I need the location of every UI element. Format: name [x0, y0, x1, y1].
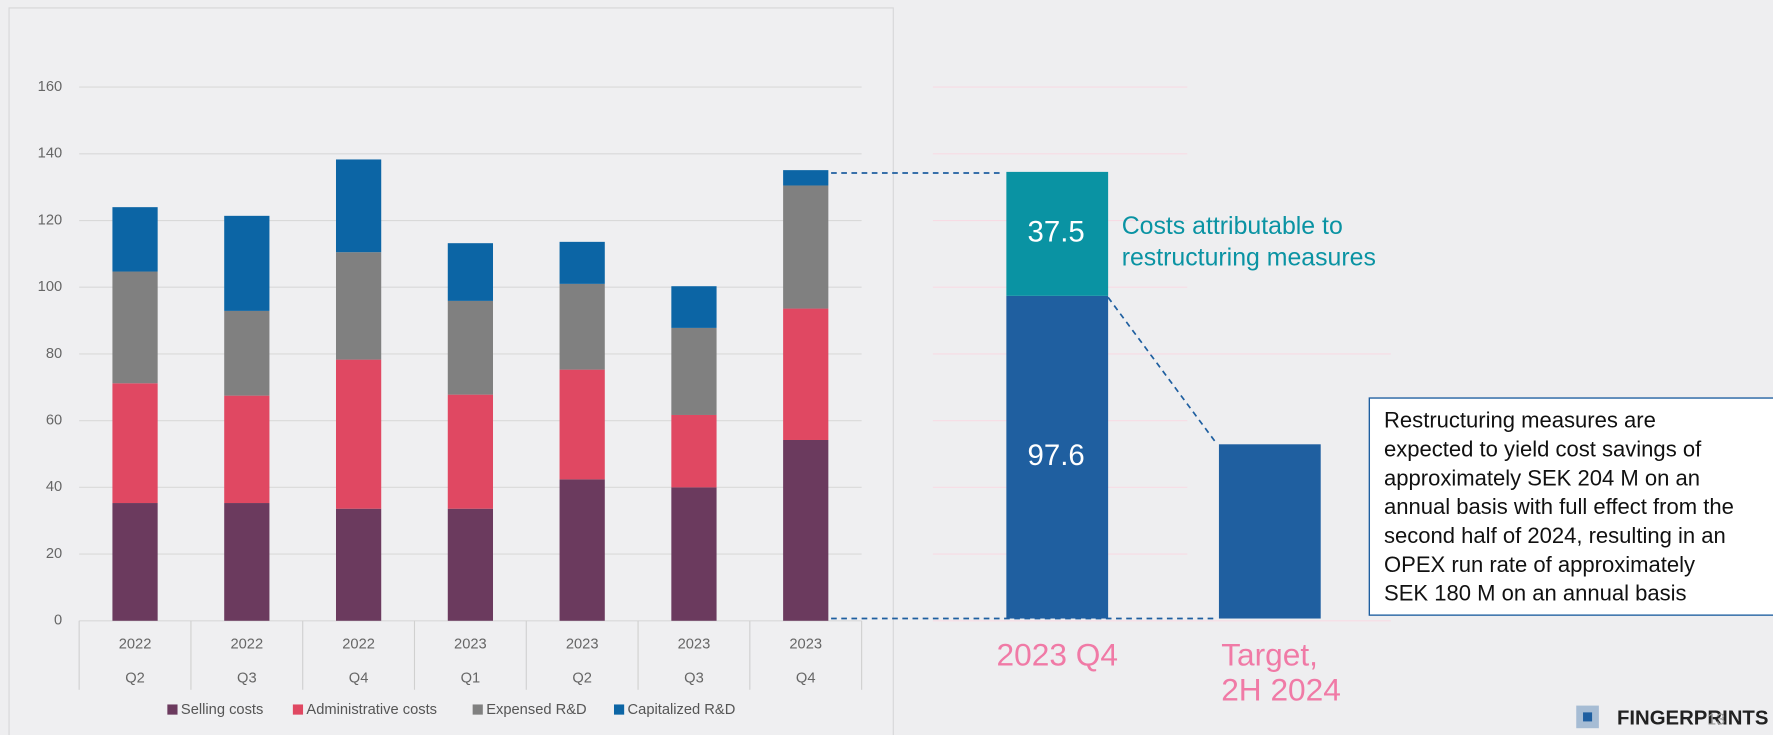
logo-mark [1583, 712, 1593, 722]
brand: FINGERPRINTS [1617, 708, 1768, 730]
bar-segment [671, 327, 717, 415]
bar-segment [671, 487, 717, 621]
bar-segment [112, 271, 158, 384]
x-tick-label: Q2 [125, 670, 145, 686]
x-tick-year: 2023 [678, 636, 711, 652]
x-tick-label: Q3 [237, 670, 257, 686]
bar-segment [112, 503, 158, 621]
x-tick-year: 2022 [342, 636, 375, 652]
bar-segment [447, 300, 494, 395]
y-tick-label: 20 [46, 546, 62, 562]
legend-label: Selling costs [181, 702, 263, 718]
x-tick-label: Q4 [349, 670, 369, 686]
bar-segment [335, 359, 382, 509]
y-tick-label: 140 [38, 146, 63, 162]
note-line: second half of 2024, resulting in an [1384, 523, 1726, 548]
annotation: Costs attributable to [1122, 212, 1343, 240]
bar-segment [112, 207, 158, 272]
x-tick-year: 2023 [566, 636, 599, 652]
x-tick-year: 2022 [119, 636, 152, 652]
bar-segment [783, 185, 829, 309]
bar-segment [559, 369, 605, 480]
bar-segment [783, 170, 829, 186]
legend-label: Expensed R&D [486, 702, 586, 718]
value-label: 37.5 [1028, 216, 1085, 249]
legend-label: Administrative costs [306, 702, 437, 718]
bar-segment [671, 286, 717, 328]
bar-segment [224, 310, 270, 396]
legend-swatch [613, 704, 625, 715]
x-tick-label: Q4 [796, 670, 816, 686]
x-tick-label: Q2 [572, 670, 592, 686]
value-label: 97.6 [1028, 439, 1085, 472]
x-tick-label: Q3 [684, 670, 704, 686]
bar-segment [559, 479, 605, 621]
category-label: 2023 Q4 [997, 636, 1118, 672]
legend-swatch [472, 704, 483, 715]
bar-segment [1218, 444, 1321, 619]
bar-segment [1006, 171, 1109, 296]
note-line: approximately SEK 204 M on an [1384, 465, 1700, 490]
bar-segment [447, 243, 494, 301]
y-tick-label: 60 [46, 413, 62, 429]
note-line: SEK 180 M on an annual basis [1384, 581, 1687, 606]
bar-segment [671, 414, 717, 488]
y-tick-label: 0 [54, 613, 62, 629]
bar-segment [447, 394, 494, 509]
x-tick-year: 2023 [454, 636, 487, 652]
bar-segment [1006, 295, 1109, 619]
bar-segment [783, 308, 829, 440]
legend-label: Capitalized R&D [628, 702, 736, 718]
bar-segment [447, 508, 494, 621]
bar-segment [335, 508, 382, 621]
bar-segment [335, 159, 382, 253]
x-tick-label: Q1 [461, 670, 481, 686]
page-number: 13 [1707, 711, 1725, 728]
x-tick-year: 2022 [230, 636, 263, 652]
note-box [1368, 397, 1773, 616]
bar-segment [559, 283, 605, 370]
bar-segment [335, 252, 382, 360]
bar-segment [783, 439, 829, 621]
bar-segment [559, 241, 605, 284]
y-tick-label: 80 [46, 346, 62, 362]
y-tick-label: 100 [38, 279, 63, 295]
bar-segment [224, 215, 270, 311]
y-tick-label: 120 [38, 212, 63, 228]
annotation: restructuring measures [1122, 244, 1376, 272]
note-line: expected to yield cost savings of [1384, 436, 1702, 461]
note-line: OPEX run rate of approximately [1384, 552, 1695, 577]
category-label: Target, [1221, 636, 1318, 672]
bar-segment [224, 395, 270, 504]
legend-swatch [292, 704, 304, 715]
category-label: 2H 2024 [1221, 671, 1341, 707]
note-line: Restructuring measures are [1384, 408, 1656, 433]
note-line: annual basis with full effect from the [1384, 494, 1734, 519]
y-tick-label: 40 [46, 479, 62, 495]
logo [1576, 705, 1599, 729]
y-tick-label: 160 [38, 79, 63, 95]
bar-segment [224, 503, 270, 621]
bar-segment [112, 383, 158, 504]
x-tick-year: 2023 [789, 636, 822, 652]
legend-swatch [167, 704, 178, 715]
